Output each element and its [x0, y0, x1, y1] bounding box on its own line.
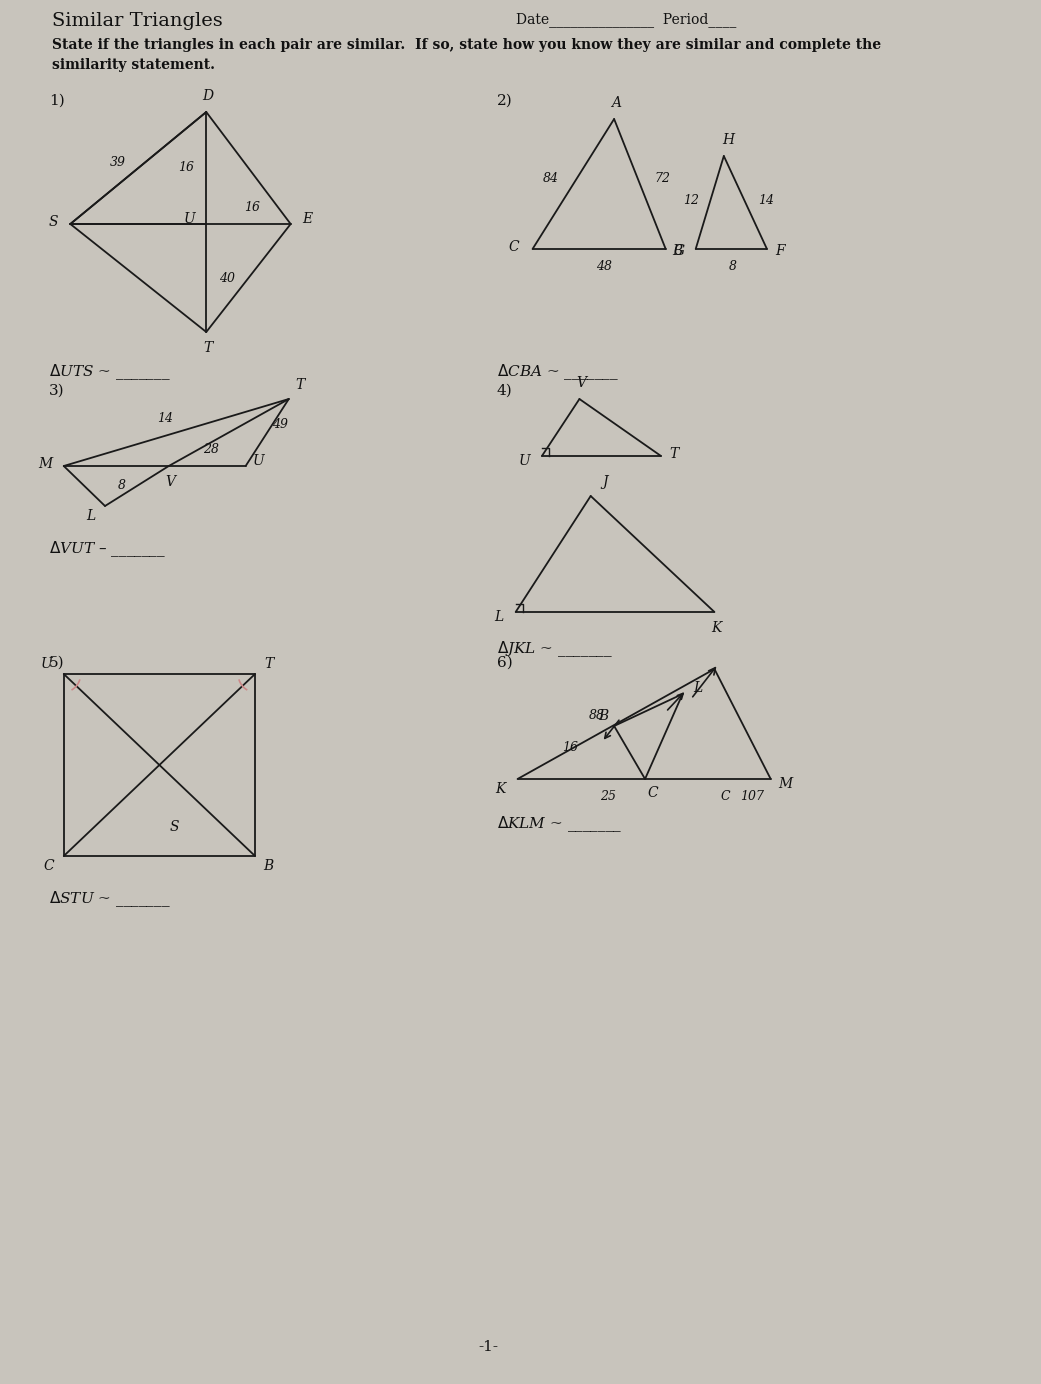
Text: 5): 5) — [49, 656, 65, 670]
Text: B: B — [598, 709, 608, 722]
Text: 1): 1) — [49, 94, 65, 108]
Text: 8: 8 — [118, 479, 126, 493]
Text: K: K — [496, 782, 506, 796]
Text: 16: 16 — [245, 202, 260, 215]
Text: Date_______________  Period____: Date_______________ Period____ — [515, 12, 736, 26]
Text: 25: 25 — [600, 790, 615, 804]
Text: 49: 49 — [273, 418, 288, 430]
Text: L: L — [494, 610, 504, 624]
Text: 14: 14 — [157, 412, 173, 425]
Text: J: J — [602, 475, 608, 489]
Text: 12: 12 — [683, 194, 699, 208]
Text: E: E — [303, 212, 312, 226]
Text: 39: 39 — [109, 156, 126, 169]
Text: 28: 28 — [203, 443, 219, 457]
Text: T: T — [296, 378, 305, 392]
Text: 48: 48 — [595, 260, 612, 274]
Text: 4): 4) — [497, 383, 512, 399]
Text: 40: 40 — [219, 271, 235, 285]
Text: M: M — [779, 776, 793, 792]
Text: T: T — [669, 447, 679, 461]
Text: 16: 16 — [178, 162, 194, 174]
Text: D: D — [203, 89, 213, 102]
Text: similarity statement.: similarity statement. — [52, 58, 214, 72]
Text: V: V — [166, 475, 176, 489]
Text: B: B — [671, 244, 682, 257]
Text: 8: 8 — [729, 260, 737, 274]
Text: $\Delta$KLM ~ _______: $\Delta$KLM ~ _______ — [497, 814, 623, 833]
Text: S: S — [170, 819, 179, 835]
Text: T: T — [264, 657, 274, 671]
Text: L: L — [693, 681, 703, 695]
Text: 6): 6) — [497, 656, 512, 670]
Text: State if the triangles in each pair are similar.  If so, state how you know they: State if the triangles in each pair are … — [52, 37, 881, 53]
Text: -1-: -1- — [478, 1340, 498, 1354]
Text: H: H — [722, 133, 735, 147]
Text: 72: 72 — [655, 173, 670, 185]
Text: Similar Triangles: Similar Triangles — [52, 12, 223, 30]
Text: T: T — [204, 340, 212, 356]
Text: G: G — [674, 244, 684, 257]
Text: $\Delta$UTS ~ _______: $\Delta$UTS ~ _______ — [49, 363, 171, 382]
Text: $\Delta$STU ~ _______: $\Delta$STU ~ _______ — [49, 889, 171, 909]
Text: 84: 84 — [542, 173, 559, 185]
Text: 107: 107 — [740, 790, 764, 804]
Text: M: M — [37, 457, 52, 471]
Text: $\Delta$VUT – _______: $\Delta$VUT – _______ — [49, 538, 166, 559]
Text: U: U — [519, 454, 531, 468]
Text: 14: 14 — [758, 194, 775, 208]
Text: B: B — [263, 859, 274, 873]
Text: $\Delta$CBA ~ _______: $\Delta$CBA ~ _______ — [497, 363, 619, 382]
Text: U: U — [183, 212, 196, 226]
Text: 3): 3) — [49, 383, 65, 399]
Text: $\Delta$JKL ~ _______: $\Delta$JKL ~ _______ — [497, 639, 613, 659]
Text: 16: 16 — [562, 740, 579, 754]
Text: U: U — [253, 454, 264, 468]
Text: 88: 88 — [589, 710, 605, 722]
Text: C: C — [508, 239, 519, 255]
Text: S: S — [49, 215, 58, 228]
Text: C: C — [44, 859, 54, 873]
Text: L: L — [86, 509, 96, 523]
Text: U: U — [41, 657, 53, 671]
Text: K: K — [711, 621, 721, 635]
Text: F: F — [776, 244, 785, 257]
Text: A: A — [611, 95, 621, 109]
Text: C: C — [720, 790, 731, 804]
Text: C: C — [648, 786, 658, 800]
Text: V: V — [577, 376, 586, 390]
Text: 2): 2) — [497, 94, 512, 108]
